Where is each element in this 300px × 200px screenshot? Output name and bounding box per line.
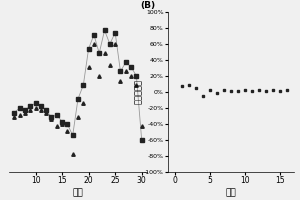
- X-axis label: 编号: 编号: [73, 188, 83, 197]
- Text: (B): (B): [140, 1, 155, 10]
- X-axis label: 编号: 编号: [226, 188, 236, 197]
- Y-axis label: 误差百分比: 误差百分比: [134, 79, 142, 104]
